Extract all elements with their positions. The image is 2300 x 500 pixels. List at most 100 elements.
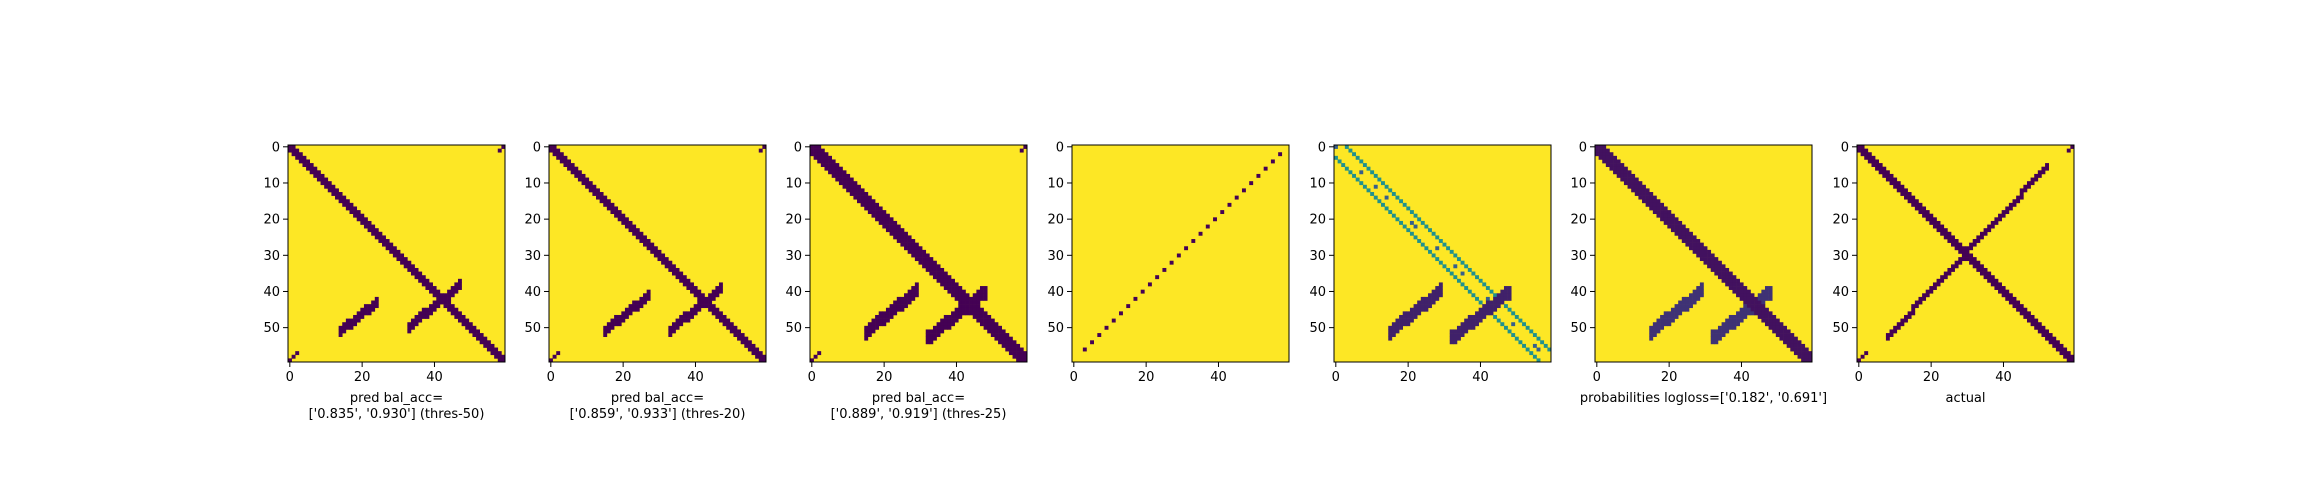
heatmap-cell bbox=[1692, 300, 1697, 305]
heatmap-cell bbox=[726, 322, 731, 327]
heatmap-cell bbox=[929, 329, 934, 334]
heatmap-cell bbox=[1699, 249, 1704, 254]
heatmap-cell bbox=[1485, 311, 1490, 316]
heatmap-cell bbox=[1958, 257, 1963, 262]
y-tick-label: 0 bbox=[533, 140, 541, 155]
heatmap-cell bbox=[697, 289, 702, 294]
heatmap-cell bbox=[1249, 181, 1254, 186]
heatmap-cell bbox=[1893, 184, 1898, 189]
heatmap-cell bbox=[1391, 325, 1396, 330]
heatmap-cell bbox=[914, 282, 919, 287]
heatmap-cell bbox=[1943, 275, 1948, 280]
heatmap-cell bbox=[954, 318, 959, 323]
heatmap-cell bbox=[588, 184, 593, 189]
heatmap-cell bbox=[889, 304, 894, 309]
heatmap-cell bbox=[617, 210, 622, 215]
heatmap-cell bbox=[675, 271, 680, 276]
heatmap-cell bbox=[1808, 351, 1813, 356]
heatmap-cell bbox=[628, 228, 633, 233]
heatmap-cell bbox=[729, 329, 734, 334]
heatmap-cell bbox=[1453, 264, 1458, 269]
heatmap-cell bbox=[1983, 228, 1988, 233]
heatmap-cell bbox=[904, 239, 908, 243]
heatmap-cell bbox=[1775, 325, 1780, 330]
heatmap-cell bbox=[1893, 181, 1898, 186]
heatmap-cell bbox=[1717, 325, 1722, 330]
heatmap-cell bbox=[479, 333, 484, 337]
heatmap-cell bbox=[1500, 300, 1505, 305]
heatmap-cell bbox=[1678, 220, 1683, 225]
heatmap-cell bbox=[838, 181, 843, 186]
heatmap-cell bbox=[1678, 300, 1683, 305]
heatmap-cell bbox=[1779, 322, 1784, 327]
heatmap-cell bbox=[1918, 202, 1923, 207]
heatmap-cell bbox=[1936, 278, 1941, 283]
heatmap-cell bbox=[682, 282, 687, 287]
heatmap-cell bbox=[1768, 293, 1773, 298]
heatmap-cell bbox=[976, 304, 981, 309]
heatmap-cell bbox=[617, 314, 622, 319]
heatmap-cell bbox=[1642, 184, 1646, 189]
heatmap-cell bbox=[1857, 148, 1861, 153]
heatmap-cell bbox=[2041, 166, 2046, 171]
heatmap-cell bbox=[1714, 260, 1719, 265]
heatmap-cell bbox=[2019, 195, 2024, 200]
heatmap-cell bbox=[675, 322, 680, 327]
heatmap-cell bbox=[914, 249, 919, 254]
heatmap-cell bbox=[1965, 249, 1970, 254]
heatmap-cell bbox=[882, 213, 887, 218]
heatmap-cell bbox=[744, 340, 749, 345]
heatmap-cell bbox=[345, 325, 350, 330]
axes-frame bbox=[287, 144, 506, 363]
heatmap-cell bbox=[574, 166, 579, 171]
heatmap-cell bbox=[722, 322, 727, 327]
heatmap-cell bbox=[570, 166, 575, 171]
heatmap-cell bbox=[1761, 307, 1766, 312]
heatmap-cell bbox=[2008, 300, 2013, 305]
heatmap-cell bbox=[1413, 235, 1418, 240]
heatmap-cell bbox=[610, 202, 615, 207]
heatmap-cell bbox=[338, 199, 343, 204]
heatmap-cell bbox=[1790, 336, 1795, 341]
heatmap-cell bbox=[1983, 275, 1988, 280]
heatmap-cell bbox=[893, 307, 898, 312]
heatmap-cell bbox=[407, 260, 412, 265]
heatmap-cell bbox=[650, 249, 655, 254]
heatmap-cell bbox=[1914, 206, 1919, 211]
heatmap-cell bbox=[614, 322, 619, 327]
heatmap-cell bbox=[900, 239, 905, 243]
heatmap-cell bbox=[853, 195, 858, 200]
heatmap-cell bbox=[954, 296, 959, 301]
heatmap-cell bbox=[893, 304, 898, 309]
heatmap-cell bbox=[700, 293, 705, 298]
heatmap-cell bbox=[849, 192, 854, 196]
heatmap-cell bbox=[1638, 188, 1643, 193]
heatmap-cell bbox=[904, 304, 908, 309]
heatmap-cell bbox=[1388, 210, 1393, 215]
heatmap-cell bbox=[896, 304, 901, 309]
heatmap-cell bbox=[599, 195, 604, 200]
heatmap-cell bbox=[1670, 228, 1675, 233]
heatmap-cell bbox=[1689, 242, 1693, 247]
heatmap-cell bbox=[1878, 163, 1883, 167]
heatmap-cell bbox=[624, 224, 629, 229]
heatmap-cell bbox=[389, 249, 394, 254]
heatmap-cell bbox=[309, 163, 314, 167]
heatmap-cell bbox=[1104, 325, 1109, 330]
heatmap-cell bbox=[1406, 311, 1411, 316]
heatmap-cell bbox=[871, 322, 876, 327]
heatmap-cell bbox=[810, 145, 814, 149]
heatmap-cell bbox=[1489, 289, 1494, 294]
heatmap-cell bbox=[371, 231, 376, 236]
heatmap-cell bbox=[867, 199, 872, 204]
heatmap-cell bbox=[1649, 192, 1654, 196]
heatmap-cell bbox=[1446, 267, 1451, 272]
heatmap-cell bbox=[596, 188, 600, 193]
heatmap-cell bbox=[360, 213, 365, 218]
heatmap-cell bbox=[867, 322, 872, 327]
heatmap-cell bbox=[1413, 213, 1418, 218]
heatmap-cell bbox=[1366, 166, 1371, 171]
heatmap-cell bbox=[1478, 307, 1483, 312]
heatmap-cell bbox=[1911, 304, 1916, 309]
